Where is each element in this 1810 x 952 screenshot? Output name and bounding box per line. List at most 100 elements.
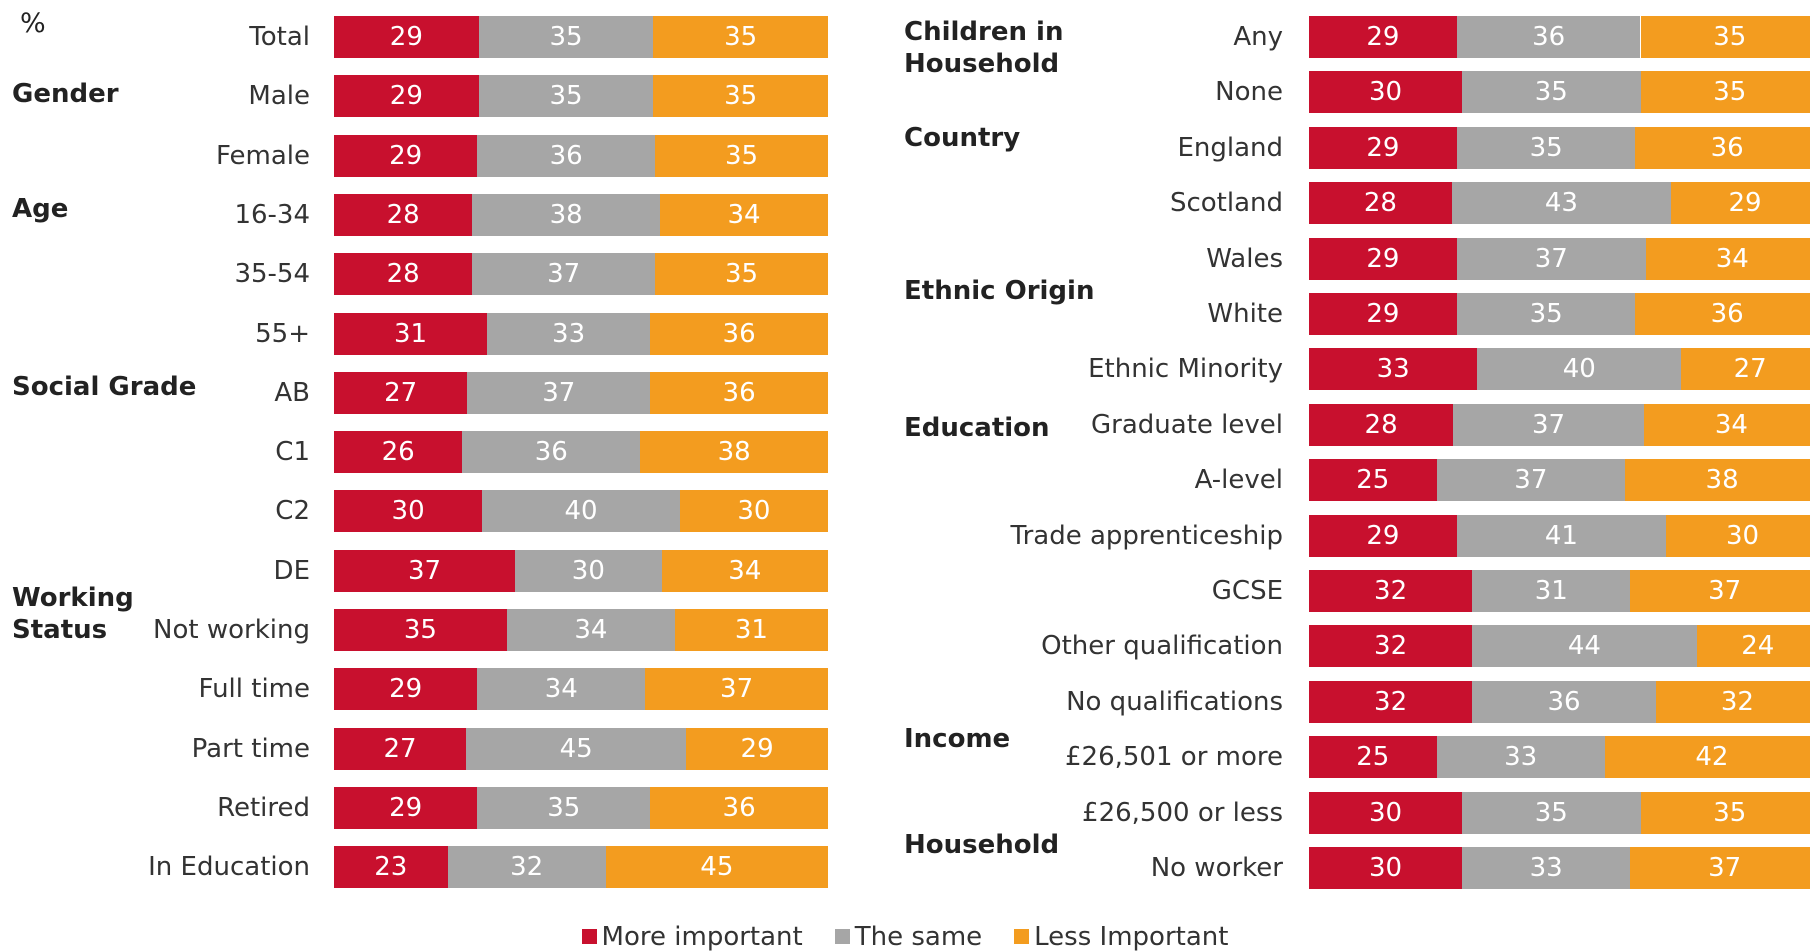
bar-segment-more-important: 29 [1309, 238, 1457, 280]
group-label: Household [904, 829, 1059, 861]
bar-segment-less-important: 34 [660, 194, 828, 236]
category-label: Total [249, 22, 310, 52]
bar-segment-more-important: 27 [334, 728, 466, 770]
category-label: Ethnic Minority [1088, 354, 1283, 384]
bar-segment-more-important: 37 [334, 550, 515, 592]
category-label: Other qualification [1041, 631, 1283, 661]
group-label: Children in Household [904, 16, 1063, 80]
group-label: Social Grade [12, 371, 196, 403]
legend-swatch [1014, 929, 1029, 944]
bar-segment-the-same: 33 [1462, 847, 1630, 889]
bar-segment-more-important: 29 [1309, 127, 1457, 169]
bar-segment-more-important: 30 [1309, 71, 1462, 113]
bar-segment-less-important: 30 [680, 490, 828, 532]
bar-segment-more-important: 30 [334, 490, 482, 532]
bar-segment-less-important: 30 [1666, 515, 1810, 557]
bar-segment-less-important: 42 [1605, 736, 1810, 778]
bar-segment-the-same: 30 [515, 550, 662, 592]
bar-segment-the-same: 43 [1452, 182, 1671, 224]
bar-segment-more-important: 32 [1309, 625, 1472, 667]
bar-segment-less-important: 34 [1644, 404, 1810, 446]
bar-segment-more-important: 29 [1309, 16, 1457, 58]
category-label: In Education [148, 852, 310, 882]
group-label: Income [904, 723, 1010, 755]
bar-segment-less-important: 38 [1625, 459, 1810, 501]
bar-segment-less-important: 35 [653, 75, 828, 117]
category-label: Female [216, 141, 310, 171]
bar-segment-more-important: 29 [334, 135, 477, 177]
bar-segment-more-important: 29 [334, 16, 479, 58]
bar-segment-more-important: 30 [1309, 847, 1462, 889]
legend: More important The same Less Important [0, 922, 1810, 952]
bar-segment-less-important: 29 [686, 728, 828, 770]
group-label: Working Status [12, 582, 134, 646]
bar-segment-more-important: 25 [1309, 459, 1437, 501]
bar-segment-less-important: 35 [1641, 16, 1810, 58]
bar-segment-less-important: 31 [675, 609, 828, 651]
legend-item: More important [582, 922, 803, 952]
bar-segment-less-important: 24 [1697, 625, 1810, 667]
bar-segment-the-same: 44 [1472, 625, 1696, 667]
bar-segment-more-important: 28 [334, 194, 472, 236]
bar-segment-the-same: 37 [1437, 459, 1626, 501]
bar-segment-the-same: 36 [1457, 16, 1641, 58]
bar-segment-less-important: 45 [606, 846, 828, 888]
bar-segment-more-important: 33 [1309, 348, 1477, 390]
group-label: Ethnic Origin [904, 275, 1094, 307]
bar-segment-the-same: 35 [477, 787, 650, 829]
bar-segment-less-important: 29 [1671, 182, 1810, 224]
category-label: Trade apprenticeship [1011, 521, 1283, 551]
category-label: C1 [275, 437, 310, 467]
bar-segment-more-important: 29 [1309, 293, 1457, 335]
bar-segment-less-important: 37 [1630, 570, 1810, 612]
bar-segment-the-same: 37 [467, 372, 650, 414]
legend-label: More important [602, 922, 803, 952]
legend-label: The same [855, 922, 982, 952]
bar-segment-less-important: 38 [640, 431, 828, 473]
category-label: C2 [275, 496, 310, 526]
category-label: No worker [1151, 853, 1283, 883]
bar-segment-the-same: 36 [477, 135, 655, 177]
legend-swatch [835, 929, 850, 944]
bar-segment-more-important: 29 [334, 787, 477, 829]
category-label: Male [248, 81, 310, 111]
bar-segment-more-important: 28 [1309, 404, 1453, 446]
bar-segment-less-important: 37 [1630, 847, 1810, 889]
category-label: None [1215, 77, 1283, 107]
bar-segment-the-same: 35 [1462, 792, 1641, 834]
bar-segment-less-important: 37 [645, 668, 828, 710]
category-label: Any [1233, 22, 1283, 52]
bar-segment-the-same: 41 [1457, 515, 1666, 557]
bar-segment-less-important: 36 [650, 787, 828, 829]
category-label: £26,500 or less [1082, 798, 1283, 828]
legend-label: Less Important [1034, 922, 1228, 952]
bar-segment-the-same: 33 [487, 313, 650, 355]
bar-segment-the-same: 35 [1457, 127, 1636, 169]
bar-segment-more-important: 23 [334, 846, 448, 888]
category-label: White [1207, 299, 1283, 329]
bar-segment-the-same: 38 [472, 194, 660, 236]
bar-segment-more-important: 28 [334, 253, 472, 295]
bar-segment-the-same: 40 [482, 490, 680, 532]
bar-segment-less-important: 35 [655, 253, 828, 295]
bar-segment-the-same: 36 [1472, 681, 1656, 723]
bar-segment-less-important: 35 [655, 135, 828, 177]
bar-segment-more-important: 32 [1309, 570, 1472, 612]
category-label: DE [274, 556, 310, 586]
bar-segment-the-same: 35 [1462, 71, 1641, 113]
category-label: 16-34 [234, 200, 310, 230]
bar-segment-the-same: 34 [507, 609, 675, 651]
group-label: Country [904, 122, 1020, 154]
bar-segment-less-important: 36 [1635, 127, 1810, 169]
bar-segment-more-important: 29 [334, 75, 479, 117]
bar-segment-more-important: 29 [334, 668, 477, 710]
unit-label: % [20, 8, 46, 39]
category-label: England [1177, 133, 1283, 163]
bar-segment-the-same: 31 [1472, 570, 1630, 612]
bar-segment-more-important: 29 [1309, 515, 1457, 557]
bar-segment-the-same: 35 [479, 16, 654, 58]
bar-segment-the-same: 33 [1437, 736, 1605, 778]
group-label: Gender [12, 78, 119, 110]
legend-swatch [582, 929, 597, 944]
bar-segment-less-important: 32 [1656, 681, 1810, 723]
